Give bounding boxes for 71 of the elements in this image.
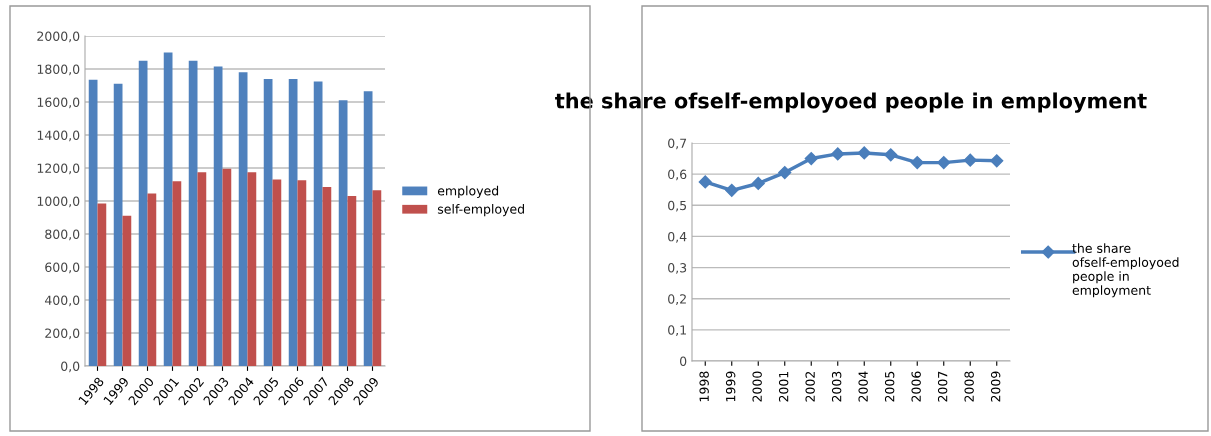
bar	[297, 180, 307, 366]
bar	[313, 81, 323, 366]
point	[751, 176, 765, 191]
bar	[97, 203, 107, 366]
point	[884, 148, 898, 162]
x-tick-label: 2000	[752, 371, 762, 402]
point	[831, 147, 845, 161]
bar	[147, 193, 157, 366]
point	[937, 156, 951, 170]
y-tick-label: 0,6	[668, 169, 687, 181]
point	[857, 146, 871, 160]
x-tick-label: 1999	[725, 371, 736, 402]
bar	[163, 52, 173, 366]
y-tick-label: 1400,0	[37, 130, 80, 142]
point	[698, 175, 712, 189]
bar	[113, 83, 123, 366]
y-tick-label: 1200,0	[37, 163, 80, 175]
bar	[372, 190, 382, 366]
bar	[213, 66, 223, 366]
bar	[238, 72, 248, 366]
y-tick-label: 1000,0	[37, 196, 80, 208]
bar	[247, 172, 257, 366]
point	[963, 153, 977, 167]
y-tick-label: 1600,0	[37, 97, 80, 109]
bar	[222, 168, 232, 366]
y-tick-label: 0,1	[668, 325, 686, 337]
x-tick-label: 2009	[990, 371, 1001, 402]
bar	[338, 100, 348, 366]
bar	[288, 78, 298, 366]
y-tick-label: 1800,0	[37, 64, 80, 76]
x-tick-label: 2008	[964, 371, 974, 402]
bar	[138, 60, 148, 366]
y-tick-label: 0,2	[668, 294, 686, 305]
bar	[197, 172, 207, 366]
bar	[263, 78, 273, 366]
point	[725, 183, 739, 197]
point	[990, 154, 1004, 168]
y-tick-label: 200,0	[45, 328, 80, 340]
bar	[172, 181, 182, 366]
bar	[347, 196, 357, 366]
y-tick-label: 600,0	[45, 262, 80, 274]
y-tick-label: 0,0	[61, 361, 80, 373]
x-tick-label: 2001	[778, 371, 789, 402]
x-tick-label: 1998	[699, 371, 709, 402]
x-tick-label: 2003	[831, 371, 842, 402]
y-tick-label: 0,7	[668, 138, 687, 150]
x-tick-label: 2007	[937, 371, 948, 402]
x-tick-label: 2005	[884, 371, 895, 402]
y-tick-label: 0,5	[668, 200, 687, 212]
bar	[88, 79, 98, 366]
x-tick-label: 2002	[805, 371, 815, 402]
x-tick-label: 2004	[858, 371, 868, 402]
legend-label: the share ofself-employoed people in employment	[1072, 243, 1179, 298]
bar	[188, 60, 198, 366]
bar	[122, 215, 132, 366]
point	[778, 165, 792, 180]
y-tick-label: 2000,0	[37, 31, 80, 43]
x-tick-label: 2006	[911, 371, 921, 402]
bar	[322, 186, 332, 366]
legend-label: employed	[437, 185, 499, 198]
bar	[272, 179, 282, 366]
y-tick-label: 0,4	[668, 231, 687, 243]
y-tick-label: 800,0	[45, 229, 80, 241]
point	[910, 156, 924, 170]
bar	[363, 91, 373, 366]
chart-title: the share ofself-employoed people in employment	[555, 92, 1147, 113]
point	[804, 151, 818, 166]
y-tick-label: 400,0	[44, 295, 80, 307]
legend-label: self-employed	[437, 204, 524, 217]
y-tick-label: 0,3	[668, 263, 687, 274]
y-tick-label: 0	[680, 356, 687, 366]
